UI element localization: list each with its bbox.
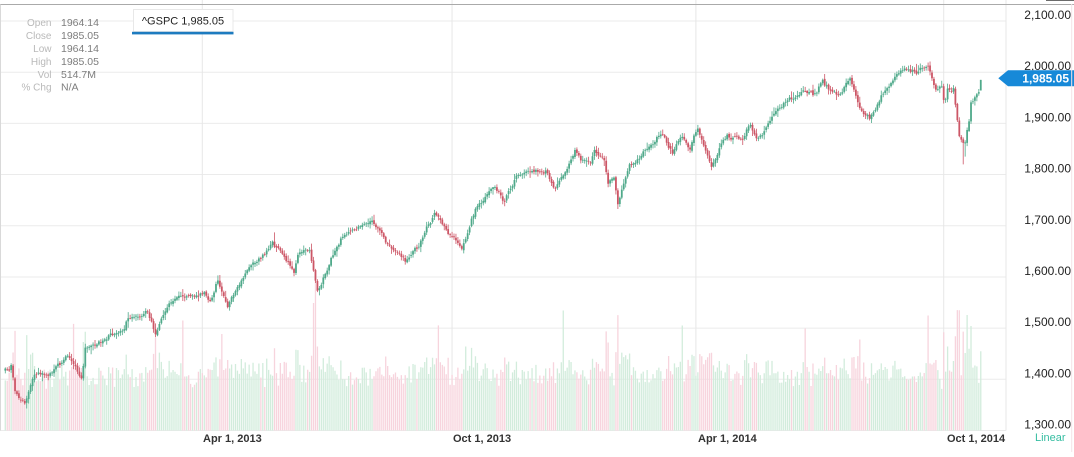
svg-text:1,900.00: 1,900.00	[1024, 110, 1071, 124]
svg-text:2,100.00: 2,100.00	[1024, 8, 1071, 22]
svg-text:1964.14: 1964.14	[61, 17, 99, 29]
svg-text:1,985.05: 1,985.05	[1022, 72, 1069, 86]
svg-text:Oct 1, 2013: Oct 1, 2013	[453, 433, 511, 445]
svg-text:Vol: Vol	[38, 70, 52, 81]
svg-text:514.7M: 514.7M	[61, 69, 96, 81]
svg-text:Open: Open	[27, 18, 51, 29]
svg-text:% Chg: % Chg	[21, 83, 51, 94]
svg-text:Linear: Linear	[1035, 432, 1066, 444]
svg-text:Close: Close	[26, 31, 52, 42]
svg-text:2,000.00: 2,000.00	[1024, 59, 1071, 73]
svg-text:1,300.00: 1,300.00	[1024, 418, 1071, 432]
svg-text:1985.05: 1985.05	[61, 56, 99, 68]
svg-text:Apr 1, 2013: Apr 1, 2013	[203, 433, 262, 445]
svg-text:1,500.00: 1,500.00	[1024, 315, 1071, 329]
svg-text:N/A: N/A	[61, 82, 79, 94]
svg-text:High: High	[31, 57, 52, 68]
svg-text:Low: Low	[33, 44, 52, 55]
svg-text:1,800.00: 1,800.00	[1024, 162, 1071, 176]
svg-text:1964.14: 1964.14	[61, 43, 99, 55]
svg-text:1,700.00: 1,700.00	[1024, 213, 1071, 227]
svg-text:^GSPC 1,985.05: ^GSPC 1,985.05	[142, 16, 224, 28]
svg-text:1985.05: 1985.05	[61, 30, 99, 42]
svg-text:Apr 1, 2014: Apr 1, 2014	[698, 433, 758, 445]
svg-text:1,400.00: 1,400.00	[1024, 366, 1071, 380]
svg-text:1,600.00: 1,600.00	[1024, 264, 1071, 278]
svg-text:Oct 1, 2014: Oct 1, 2014	[947, 433, 1006, 445]
